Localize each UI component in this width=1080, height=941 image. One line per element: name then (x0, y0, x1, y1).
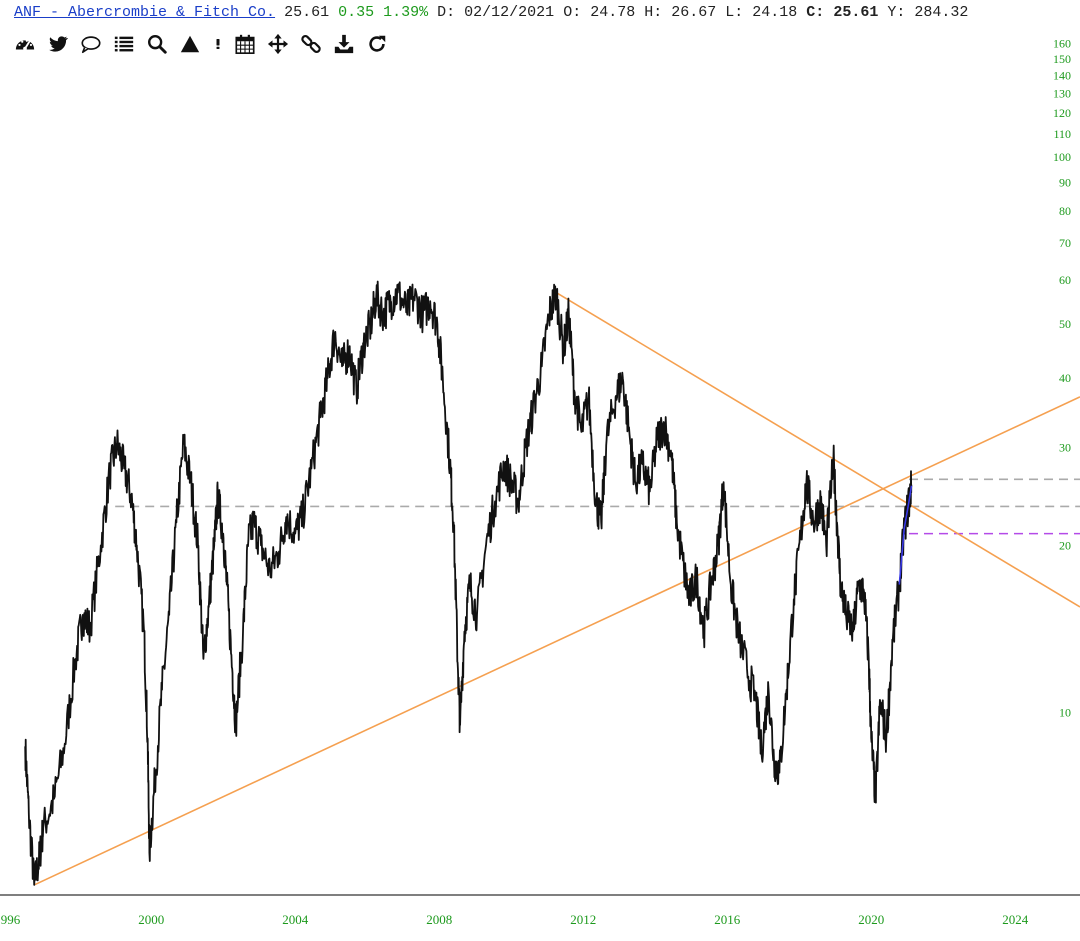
y-tick-label: 140 (1053, 69, 1071, 83)
trendline-2 (555, 291, 1080, 608)
x-tick-label: 2012 (570, 912, 596, 927)
y-tick-label: 80 (1059, 204, 1071, 218)
quote-header: ANF - Abercrombie & Fitch Co. 25.61 0.35… (14, 4, 968, 24)
move-button[interactable] (267, 32, 300, 56)
triangle-icon (180, 35, 200, 53)
y-tick-label: 50 (1059, 317, 1071, 331)
y-tick-label: 30 (1059, 441, 1071, 455)
high-price: H: 26.67 (644, 4, 717, 21)
refresh-icon (369, 35, 386, 52)
calendar-button[interactable] (234, 32, 267, 56)
alert-button[interactable] (212, 32, 234, 56)
y-tick-label: 20 (1059, 538, 1071, 552)
x-tick-label: 2024 (1002, 912, 1029, 927)
twitter-button[interactable] (47, 32, 80, 56)
comment-icon (81, 36, 101, 54)
toolbar (14, 32, 399, 56)
y-tick-label: 130 (1053, 87, 1071, 101)
y-axis: 160 150 140 130 120 110 100 90 80 70 60 50 40 30 20 10 (1053, 36, 1071, 719)
x-tick-label: 2000 (138, 912, 164, 927)
x-tick-label: 2004 (282, 912, 309, 927)
trendline-1 (33, 396, 1080, 886)
y-tick-label: 40 (1059, 371, 1071, 385)
extra-value: Y: 284.32 (887, 4, 969, 21)
dashboard-icon (15, 39, 35, 51)
y-tick-label: 90 (1059, 175, 1071, 189)
price-line (24, 280, 913, 886)
list-icon (114, 36, 134, 52)
comment-button[interactable] (80, 32, 113, 56)
dashboard-button[interactable] (14, 32, 47, 56)
list-button[interactable] (113, 32, 146, 56)
y-tick-label: 10 (1059, 706, 1071, 720)
last-price: 25.61 (284, 4, 330, 21)
y-tick-label: 100 (1053, 150, 1071, 164)
price-series (24, 280, 913, 886)
y-tick-label: 160 (1053, 36, 1071, 50)
x-tick-label: 1996 (0, 912, 21, 927)
alert-icon (216, 39, 220, 49)
low-price: L: 24.18 (725, 4, 798, 21)
download-button[interactable] (333, 32, 366, 56)
trendlines (33, 291, 1080, 886)
calendar-icon (235, 34, 255, 54)
x-axis: 1996 2000 2004 2008 2012 2016 2020 2024 (0, 912, 1029, 927)
x-tick-label: 2008 (426, 912, 452, 927)
link-button[interactable] (300, 32, 333, 56)
price-change-pct: 1.39% (383, 4, 429, 21)
symbol-link[interactable]: ANF - Abercrombie & Fitch Co. (14, 4, 276, 21)
price-change: 0.35 (338, 4, 375, 21)
link-icon (301, 34, 321, 54)
y-tick-label: 60 (1059, 273, 1071, 287)
recent-price-segment (898, 485, 913, 585)
x-tick-label: 2016 (714, 912, 741, 927)
triangle-button[interactable] (179, 32, 212, 56)
download-icon (334, 34, 354, 54)
y-tick-label: 150 (1053, 52, 1071, 66)
x-tick-label: 2020 (858, 912, 884, 927)
search-button[interactable] (146, 32, 179, 56)
search-icon (148, 35, 167, 54)
move-icon (267, 33, 289, 55)
close-label: C: (806, 4, 825, 21)
quote-date: D: 02/12/2021 (437, 4, 555, 21)
twitter-icon (49, 36, 68, 52)
open-price: O: 24.78 (563, 4, 636, 21)
y-tick-label: 70 (1059, 236, 1071, 250)
refresh-button[interactable] (366, 32, 399, 56)
y-tick-label: 110 (1053, 127, 1071, 141)
y-tick-label: 120 (1053, 106, 1071, 120)
close-price: 25.61 (833, 4, 879, 21)
